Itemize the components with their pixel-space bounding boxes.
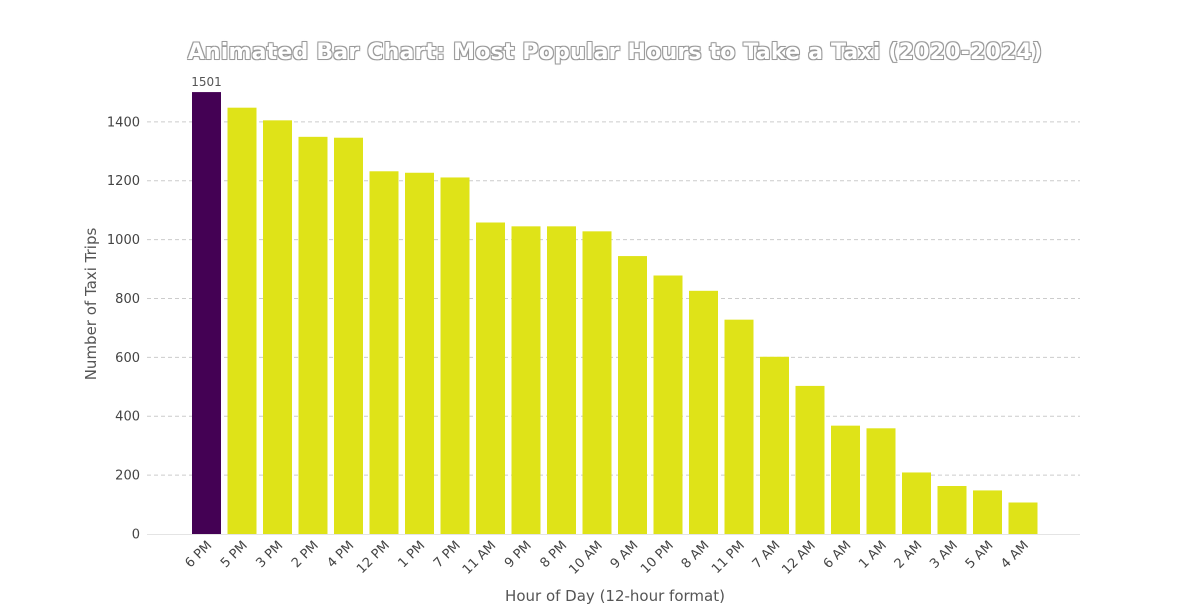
bar-2-pm bbox=[298, 136, 328, 534]
x-tick-label: 12 PM bbox=[354, 538, 393, 577]
bar-1-pm bbox=[405, 172, 434, 534]
bar-10-pm bbox=[653, 275, 683, 534]
x-tick-label: 6 PM bbox=[182, 538, 215, 571]
bar-8-am bbox=[689, 290, 718, 534]
y-tick-label: 1400 bbox=[107, 115, 140, 130]
x-tick-label: 9 PM bbox=[502, 538, 535, 571]
x-tick-label: 5 AM bbox=[963, 538, 997, 572]
bar-3-pm bbox=[263, 120, 292, 534]
bar-10-am bbox=[582, 231, 612, 535]
x-tick-label: 2 AM bbox=[892, 538, 926, 572]
bar-7-pm bbox=[440, 177, 470, 535]
x-tick-label: 12 AM bbox=[779, 538, 818, 577]
bar-12-am bbox=[795, 385, 825, 534]
x-tick-label: 4 PM bbox=[324, 538, 357, 571]
bar-7-am bbox=[760, 356, 789, 534]
bar-11-am bbox=[476, 222, 505, 534]
data-label: 1501 bbox=[191, 75, 222, 89]
bar-2-am bbox=[902, 472, 931, 534]
bar-4-pm bbox=[334, 137, 363, 534]
x-tick-label: 9 AM bbox=[608, 538, 642, 572]
x-tick-label: 6 AM bbox=[821, 538, 855, 572]
x-tick-label: 10 AM bbox=[566, 538, 605, 577]
x-tick-label: 3 AM bbox=[927, 538, 961, 572]
bar-12-pm bbox=[369, 171, 399, 535]
bar-5-am bbox=[973, 490, 1002, 534]
x-tick-label: 11 PM bbox=[709, 538, 748, 577]
x-tick-label: 4 AM bbox=[998, 538, 1032, 572]
x-tick-label: 10 PM bbox=[638, 538, 677, 577]
y-tick-label: 1000 bbox=[107, 233, 140, 248]
y-tick-label: 800 bbox=[115, 292, 140, 307]
x-tick-label: 1 AM bbox=[856, 538, 890, 572]
y-tick-label: 400 bbox=[115, 410, 140, 425]
x-tick-label: 8 AM bbox=[679, 538, 713, 572]
x-tick-label: 1 PM bbox=[395, 538, 428, 571]
bar-11-pm bbox=[724, 319, 754, 534]
x-tick-label: 11 AM bbox=[460, 538, 499, 577]
bar-5-pm bbox=[227, 107, 257, 535]
bar-6-pm bbox=[192, 92, 221, 535]
bar-3-am bbox=[937, 486, 967, 534]
bar-9-pm bbox=[511, 226, 541, 534]
bar-1-am bbox=[866, 428, 896, 534]
y-tick-label: 0 bbox=[132, 528, 140, 543]
bar-6-am bbox=[831, 425, 860, 534]
bar-9-am bbox=[618, 256, 647, 534]
x-tick-label: 8 PM bbox=[537, 538, 570, 571]
x-tick-label: 2 PM bbox=[289, 538, 322, 571]
chart-title: Animated Bar Chart: Most Popular Hours t… bbox=[187, 40, 1043, 65]
x-tick-label: 5 PM bbox=[218, 538, 251, 571]
y-tick-label: 600 bbox=[115, 351, 140, 366]
x-tick-label: 3 PM bbox=[253, 538, 286, 571]
bar-8-pm bbox=[547, 226, 576, 534]
y-tick-label: 1200 bbox=[107, 174, 140, 189]
y-tick-label: 200 bbox=[115, 469, 140, 484]
x-tick-label: 7 PM bbox=[431, 538, 464, 571]
bar-4-am bbox=[1008, 502, 1038, 534]
